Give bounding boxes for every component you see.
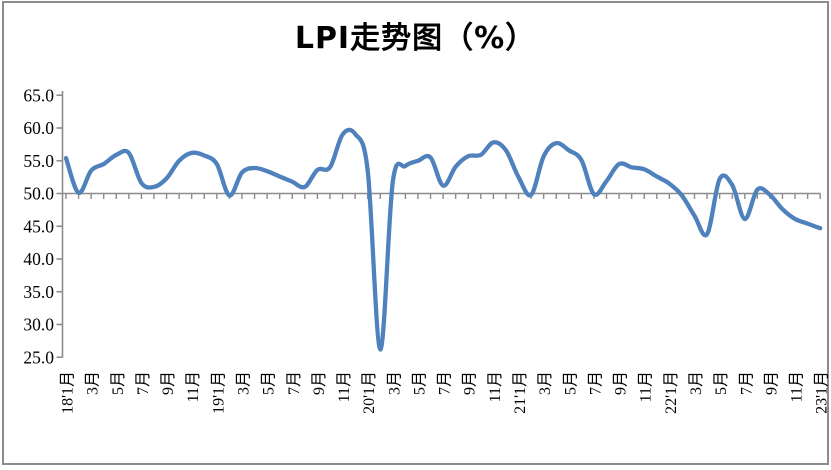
x-axis-tick-label: 7月: [286, 371, 303, 395]
x-axis-tick-label: 23'1月: [814, 371, 831, 414]
x-axis-tick-label: 3月: [386, 371, 403, 395]
x-axis-tick-label: 5月: [110, 371, 127, 395]
x-axis-tick-label: 7月: [135, 371, 152, 395]
x-axis-tick-label: 3月: [688, 371, 705, 395]
y-axis-tick-label: 60.0: [23, 118, 54, 138]
y-axis-tick-label: 65.0: [23, 85, 54, 105]
y-axis-tick-label: 55.0: [23, 151, 54, 171]
x-axis-tick-label: 5月: [411, 371, 428, 395]
x-axis-tick-label: 9月: [462, 371, 479, 395]
x-axis-tick-label: 7月: [587, 371, 604, 395]
chart-title: LPI走势图（%）: [294, 21, 537, 56]
x-axis-tick-label: 3月: [537, 371, 554, 395]
x-axis-tick-label: 11月: [336, 371, 353, 402]
x-axis-tick-label: 11月: [487, 371, 504, 402]
x-axis-tick-label: 7月: [738, 371, 755, 395]
y-axis-tick-label: 40.0: [23, 249, 54, 269]
x-axis-tick-label: 18'1月: [60, 371, 77, 414]
y-axis-tick-label: 50.0: [23, 184, 54, 204]
x-axis-tick-label: 22'1月: [663, 371, 680, 414]
lpi-series-line: [63, 127, 823, 352]
x-axis-tick-label: 21'1月: [512, 371, 529, 414]
x-axis-tick-label: 19'1月: [210, 371, 227, 414]
x-axis-tick-label: 5月: [713, 371, 730, 395]
x-axis-tick-label: 5月: [562, 371, 579, 395]
y-axis-tick-label: 25.0: [23, 347, 54, 367]
x-axis-tick-label: 5月: [261, 371, 278, 395]
y-axis-tick-label: 45.0: [23, 216, 54, 236]
y-axis-tick-label: 35.0: [23, 282, 54, 302]
x-axis-tick-label: 9月: [613, 371, 630, 395]
x-axis-tick-label: 7月: [437, 371, 454, 395]
x-axis-tick-label: 11月: [789, 371, 806, 402]
x-axis-tick-label: 20'1月: [361, 371, 378, 414]
x-axis-tick-label: 11月: [638, 371, 655, 402]
x-axis-tick-label: 9月: [160, 371, 177, 395]
x-axis-tick-label: 9月: [763, 371, 780, 395]
x-axis-tick-label: 9月: [311, 371, 328, 395]
y-axis-tick-label: 30.0: [23, 315, 54, 335]
x-axis-tick-label: 3月: [85, 371, 102, 395]
x-axis-tick-label: 3月: [235, 371, 252, 395]
x-axis-tick-label: 11月: [185, 371, 202, 402]
